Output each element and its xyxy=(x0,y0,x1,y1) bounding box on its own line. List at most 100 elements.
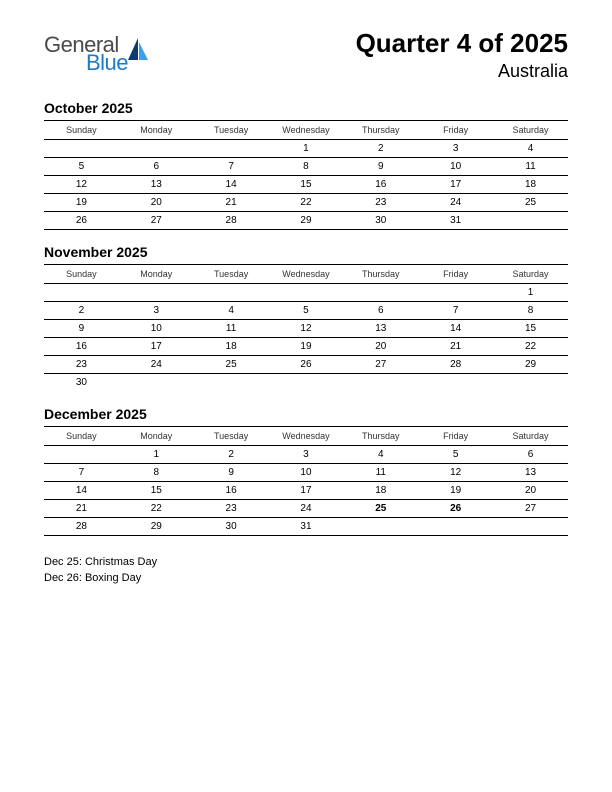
calendar-cell: 25 xyxy=(343,499,418,517)
weekday-header: Monday xyxy=(119,265,194,284)
calendar-table: SundayMondayTuesdayWednesdayThursdayFrid… xyxy=(44,120,568,230)
logo: General Blue xyxy=(44,28,148,74)
calendar-cell: 24 xyxy=(269,499,344,517)
calendar-row: 28293031 xyxy=(44,517,568,535)
calendar-cell: 18 xyxy=(194,338,269,356)
calendar-row: 12131415161718 xyxy=(44,176,568,194)
calendar-cell: 19 xyxy=(44,194,119,212)
weekday-header: Tuesday xyxy=(194,265,269,284)
calendar-row: 16171819202122 xyxy=(44,338,568,356)
calendar-cell: 8 xyxy=(269,158,344,176)
calendar-cell: 12 xyxy=(418,463,493,481)
calendar-cell: 26 xyxy=(44,212,119,230)
calendar-table: SundayMondayTuesdayWednesdayThursdayFrid… xyxy=(44,426,568,536)
calendar-table: SundayMondayTuesdayWednesdayThursdayFrid… xyxy=(44,264,568,392)
calendar-cell: 8 xyxy=(119,463,194,481)
calendar-cell xyxy=(418,284,493,302)
calendar-cell: 16 xyxy=(343,176,418,194)
calendar-cell: 1 xyxy=(493,284,568,302)
calendar-cell: 19 xyxy=(269,338,344,356)
calendar-cell: 12 xyxy=(269,320,344,338)
calendar-row: 23242526272829 xyxy=(44,356,568,374)
calendar-cell: 6 xyxy=(343,302,418,320)
calendar-cell: 28 xyxy=(418,356,493,374)
weekday-header: Sunday xyxy=(44,121,119,140)
calendar-cell: 31 xyxy=(269,517,344,535)
calendar-row: 2345678 xyxy=(44,302,568,320)
calendar-cell: 26 xyxy=(269,356,344,374)
month-block: November 2025SundayMondayTuesdayWednesda… xyxy=(44,244,568,392)
calendar-cell: 22 xyxy=(493,338,568,356)
calendar-cell xyxy=(269,374,344,392)
calendar-row: 1234 xyxy=(44,140,568,158)
calendar-cell: 23 xyxy=(194,499,269,517)
calendar-cell: 3 xyxy=(269,445,344,463)
calendar-cell: 9 xyxy=(343,158,418,176)
calendar-cell: 4 xyxy=(493,140,568,158)
calendar-cell: 30 xyxy=(194,517,269,535)
sail-icon xyxy=(128,38,148,60)
calendar-cell: 31 xyxy=(418,212,493,230)
calendar-cell xyxy=(194,374,269,392)
calendar-cell: 30 xyxy=(343,212,418,230)
weekday-header: Wednesday xyxy=(269,426,344,445)
month-block: December 2025SundayMondayTuesdayWednesda… xyxy=(44,406,568,536)
calendar-cell xyxy=(343,284,418,302)
weekday-header: Friday xyxy=(418,265,493,284)
calendar-cell: 11 xyxy=(493,158,568,176)
calendar-cell xyxy=(418,374,493,392)
month-title: October 2025 xyxy=(44,100,568,116)
title-block: Quarter 4 of 2025 Australia xyxy=(356,28,568,82)
weekday-header: Saturday xyxy=(493,121,568,140)
calendar-cell: 26 xyxy=(418,499,493,517)
calendar-cell: 1 xyxy=(269,140,344,158)
calendar-cell: 28 xyxy=(44,517,119,535)
calendar-cell: 5 xyxy=(44,158,119,176)
holiday-list: Dec 25: Christmas DayDec 26: Boxing Day xyxy=(44,554,568,587)
weekday-header: Wednesday xyxy=(269,121,344,140)
calendar-cell: 18 xyxy=(493,176,568,194)
calendar-cell: 2 xyxy=(343,140,418,158)
calendar-cell: 20 xyxy=(119,194,194,212)
calendar-cell: 17 xyxy=(269,481,344,499)
calendar-row: 21222324252627 xyxy=(44,499,568,517)
calendar-cell xyxy=(343,374,418,392)
month-block: October 2025 SundayMondayTuesdayWednesday… xyxy=(44,100,568,230)
calendar-cell: 7 xyxy=(418,302,493,320)
calendar-cell: 7 xyxy=(44,463,119,481)
calendar-row: 123456 xyxy=(44,445,568,463)
weekday-header: Tuesday xyxy=(194,426,269,445)
calendar-row: 14151617181920 xyxy=(44,481,568,499)
calendar-cell: 15 xyxy=(119,481,194,499)
calendar-cell: 8 xyxy=(493,302,568,320)
calendar-cell xyxy=(493,517,568,535)
calendar-cell: 2 xyxy=(44,302,119,320)
calendar-cell: 18 xyxy=(343,481,418,499)
logo-word-blue: Blue xyxy=(86,52,128,74)
weekday-header: Friday xyxy=(418,426,493,445)
calendar-cell: 24 xyxy=(418,194,493,212)
weekday-header: Saturday xyxy=(493,265,568,284)
calendar-cell: 30 xyxy=(44,374,119,392)
calendar-row: 30 xyxy=(44,374,568,392)
calendar-cell: 29 xyxy=(119,517,194,535)
calendar-cell: 21 xyxy=(44,499,119,517)
calendar-cell: 6 xyxy=(493,445,568,463)
calendar-cell: 23 xyxy=(343,194,418,212)
calendar-cell: 6 xyxy=(119,158,194,176)
calendar-cell: 11 xyxy=(194,320,269,338)
calendar-cell: 13 xyxy=(493,463,568,481)
calendar-cell: 5 xyxy=(418,445,493,463)
calendar-cell: 29 xyxy=(493,356,568,374)
calendar-row: 262728293031 xyxy=(44,212,568,230)
calendar-cell: 25 xyxy=(194,356,269,374)
logo-text: General Blue xyxy=(44,34,128,74)
calendar-cell: 20 xyxy=(493,481,568,499)
weekday-header: Saturday xyxy=(493,426,568,445)
calendar-cell: 15 xyxy=(269,176,344,194)
calendar-cell: 13 xyxy=(119,176,194,194)
calendar-cell: 3 xyxy=(119,302,194,320)
calendar-cell xyxy=(194,284,269,302)
weekday-header: Tuesday xyxy=(194,121,269,140)
page-title: Quarter 4 of 2025 xyxy=(356,28,568,59)
